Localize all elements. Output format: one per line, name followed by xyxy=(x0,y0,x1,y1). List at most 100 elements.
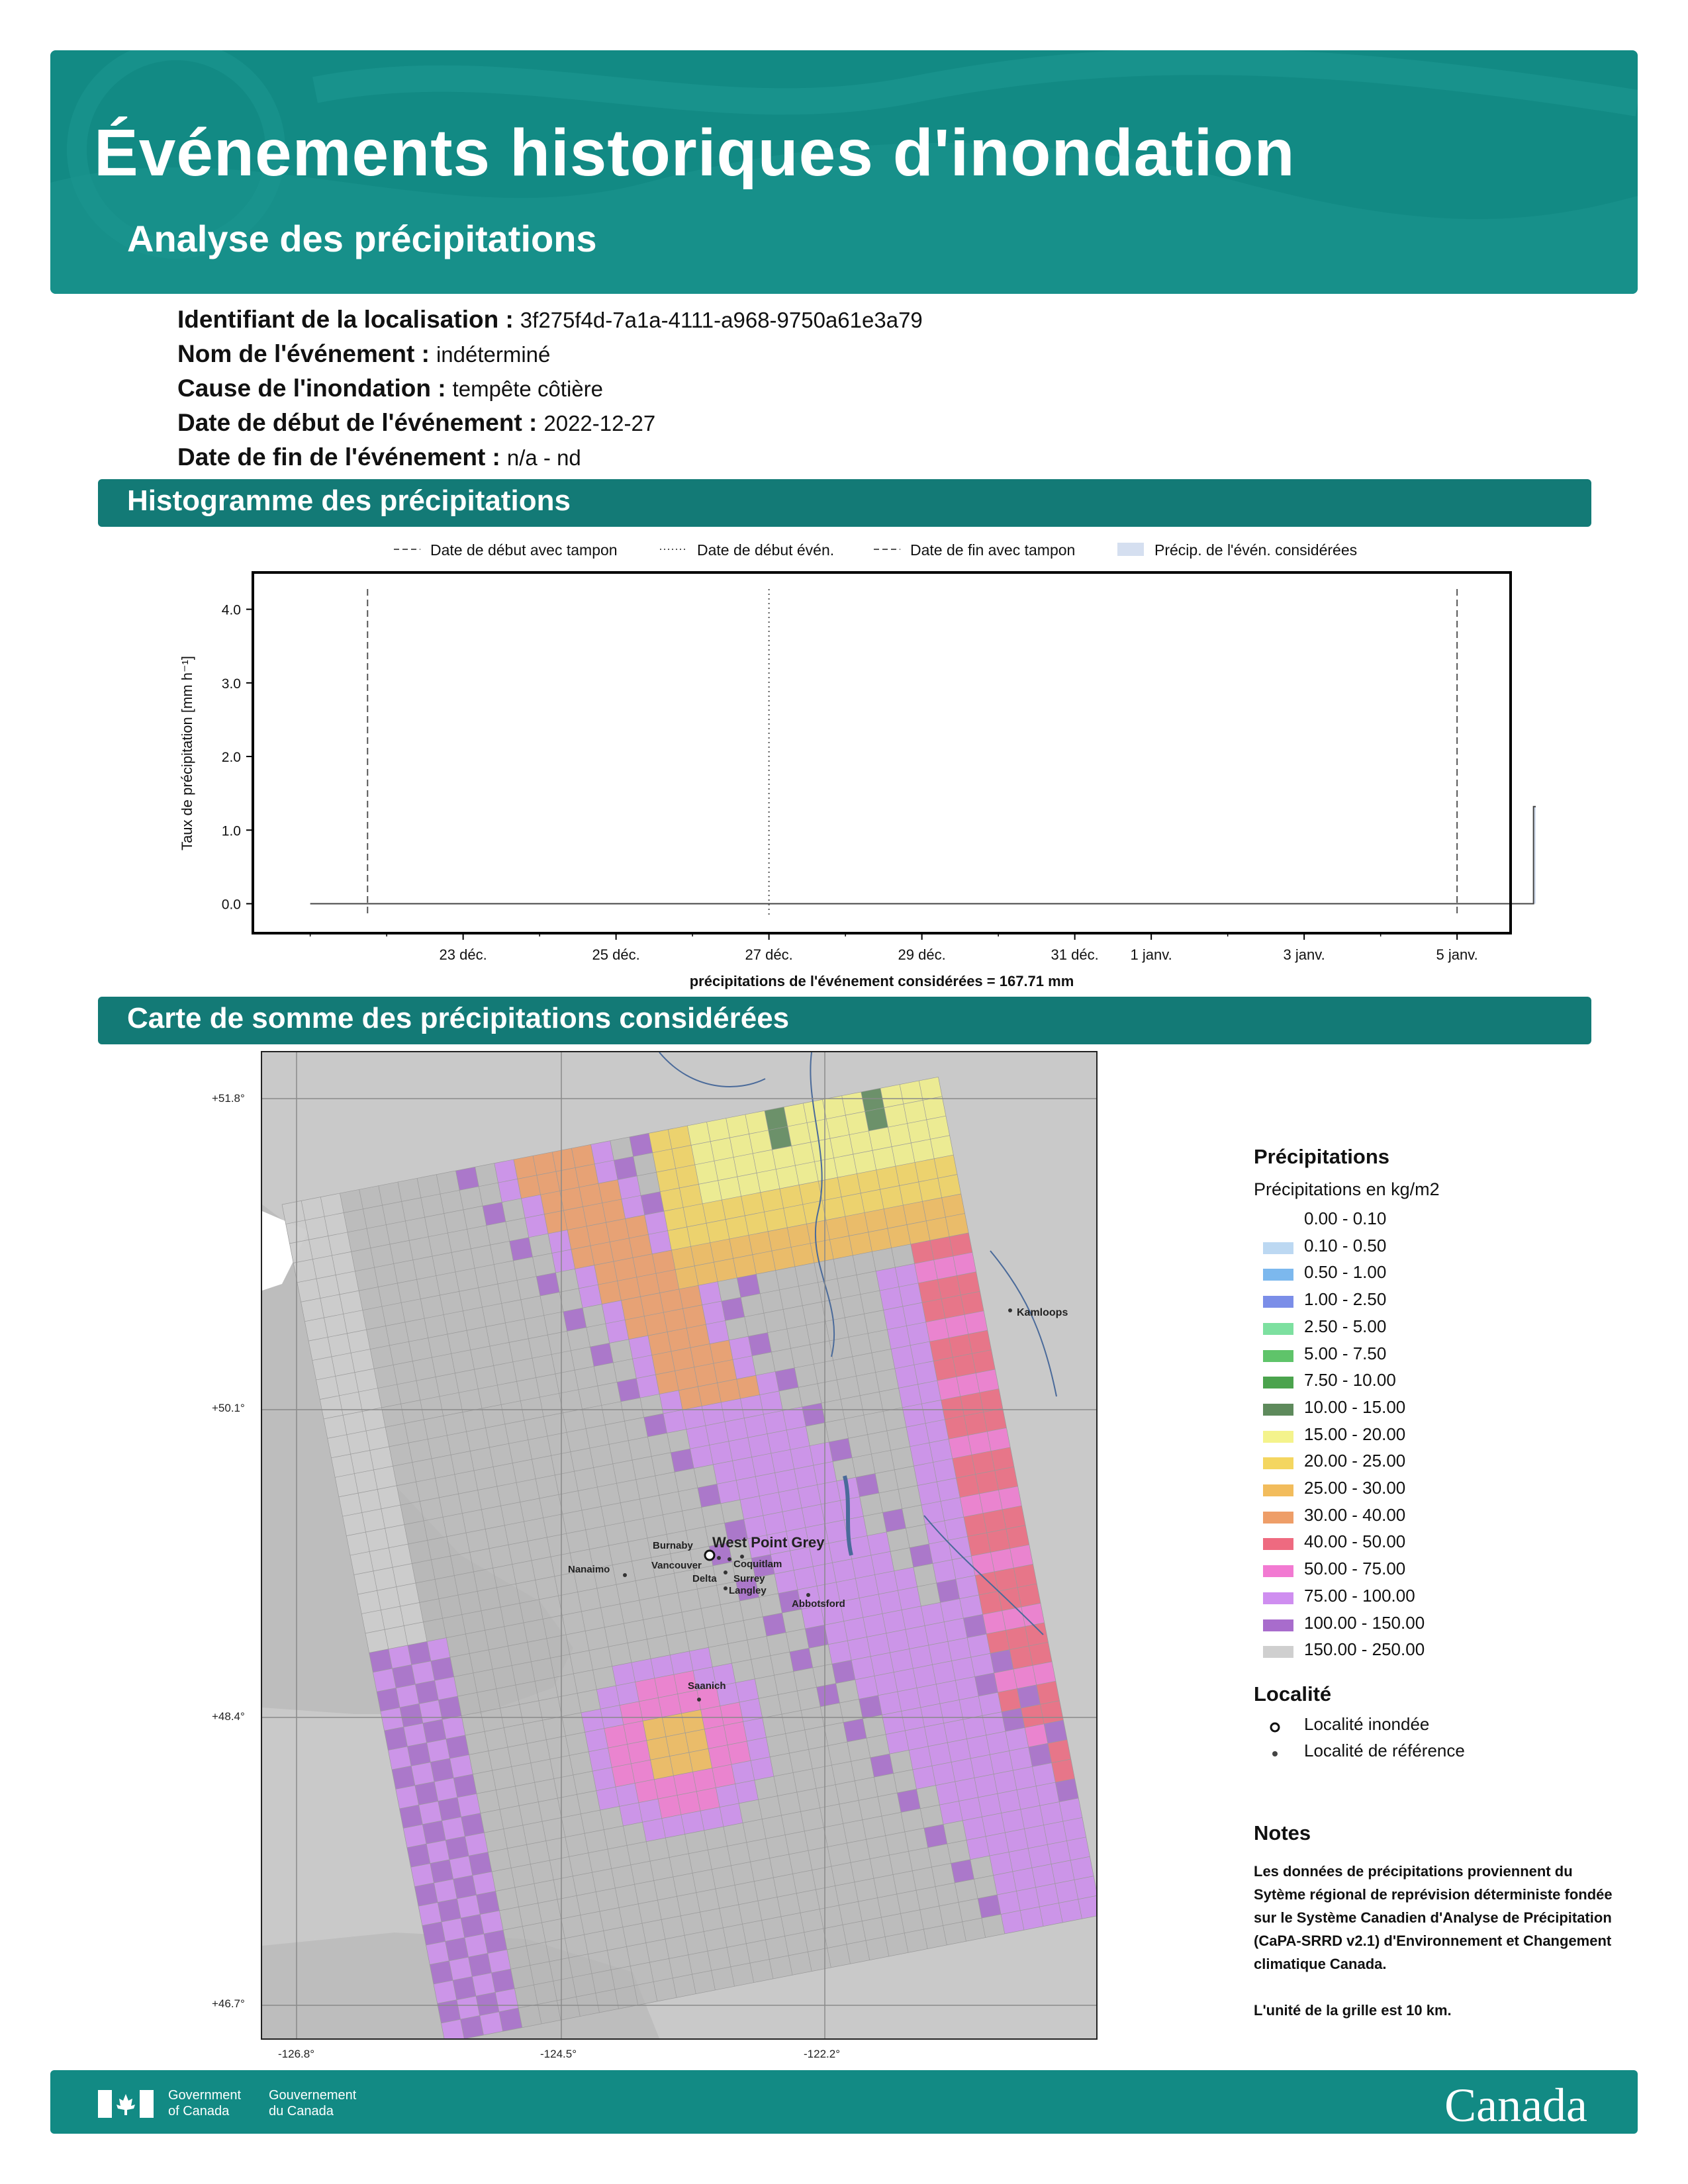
grid-cell xyxy=(975,1571,998,1595)
grid-cell xyxy=(590,1343,614,1367)
page-footer: Government of Canada Gouvernement du Can… xyxy=(50,2070,1638,2134)
grid-cell xyxy=(759,1390,783,1415)
grid-cell xyxy=(623,1721,647,1745)
grid-cell xyxy=(389,1544,412,1568)
legend-label: 2.50 - 5.00 xyxy=(1304,1316,1387,1336)
grid-cell xyxy=(874,1570,898,1594)
grid-cell xyxy=(934,1155,958,1179)
grid-cell xyxy=(790,1547,814,1570)
grid-cell xyxy=(763,1512,786,1535)
grid-cell xyxy=(986,1529,1010,1553)
grid-cell xyxy=(610,1238,633,1262)
grid-cell xyxy=(772,1146,796,1169)
grid-cell xyxy=(797,1586,821,1610)
grid-cell xyxy=(810,1441,833,1466)
page-header: Événements historiques d'inondation Anal… xyxy=(50,50,1638,294)
grid-cell xyxy=(941,1396,964,1420)
grid-cell xyxy=(665,1733,689,1756)
grid-cell xyxy=(1024,1825,1048,1848)
river xyxy=(990,1250,1057,1397)
grid-cell xyxy=(649,1129,672,1153)
grid-cell xyxy=(575,1163,599,1187)
grid-cell xyxy=(663,1308,687,1332)
grid-cell xyxy=(480,1910,504,1934)
grid-cell xyxy=(994,1669,1017,1693)
grid-cell xyxy=(959,1797,982,1821)
grid-cell xyxy=(1040,1700,1064,1724)
flooded-locality-icon xyxy=(1270,1722,1280,1733)
grid-cell xyxy=(697,1484,721,1508)
grid-cell xyxy=(720,1803,743,1827)
grid-cell xyxy=(926,1217,950,1241)
grid-cell xyxy=(663,1410,686,1433)
grid-cell xyxy=(910,1543,933,1568)
grid-cell xyxy=(643,1413,667,1437)
grid-cell xyxy=(419,1700,443,1723)
y-tick-label: 1.0 xyxy=(222,823,241,839)
place-delta: Delta xyxy=(692,1573,717,1584)
grid-cell xyxy=(392,1766,415,1790)
grid-cell xyxy=(925,1318,949,1342)
grid-cell xyxy=(426,1739,450,1762)
grid-cell xyxy=(783,1204,807,1228)
grid-cell xyxy=(361,1610,385,1633)
grid-cell xyxy=(677,1791,701,1815)
legend-label: 25.00 - 30.00 xyxy=(1304,1478,1406,1498)
legend-label: Précip. de l'évén. considérées xyxy=(1154,541,1357,559)
legend-swatch xyxy=(1263,1269,1293,1281)
grid-line xyxy=(312,1232,969,1361)
notes-grid-unit: L'unité de la grille est 10 km. xyxy=(1254,2002,1452,2019)
grid-cell xyxy=(728,1437,752,1461)
grid-cell xyxy=(960,1494,984,1518)
grid-cell xyxy=(1055,1880,1078,1903)
grid-cell xyxy=(659,1289,683,1313)
grid-cell xyxy=(905,1727,929,1751)
legend-label: 10.00 - 15.00 xyxy=(1304,1396,1406,1417)
grid-cell xyxy=(953,1252,976,1276)
grid-cell xyxy=(736,1375,760,1399)
grid-cell xyxy=(810,1240,834,1263)
grid-cell xyxy=(990,1548,1014,1572)
grid-cell xyxy=(870,1653,894,1676)
grid-cell xyxy=(740,1394,764,1418)
grid-cell xyxy=(410,1863,434,1887)
info-value: 3f275f4d-7a1a-4111-a968-9750a61e3a79 xyxy=(520,308,923,332)
grid-cell xyxy=(767,1531,790,1555)
grid-cell xyxy=(928,1743,952,1766)
grid-cell xyxy=(456,1996,480,2020)
grid-line xyxy=(378,1185,542,2025)
grid-cell xyxy=(747,1535,771,1559)
grid-cell xyxy=(952,1556,976,1580)
grid-line xyxy=(571,1148,735,1987)
grid-cell xyxy=(895,1263,919,1287)
grid-cell xyxy=(343,1310,367,1334)
grid-cell xyxy=(905,1625,929,1649)
grid-cell xyxy=(902,1404,926,1428)
grid-cell xyxy=(887,1224,911,1248)
grid-cell xyxy=(789,1648,813,1672)
grid-cell xyxy=(972,1349,996,1373)
grid-line xyxy=(293,1135,950,1263)
grid-cell xyxy=(859,1594,882,1617)
legend-swatch xyxy=(1263,1538,1293,1551)
grid-cell xyxy=(636,1273,660,1297)
grid-line xyxy=(391,1641,1049,1770)
grid-cell xyxy=(994,1467,1018,1490)
grid-cell xyxy=(641,1191,664,1215)
grid-cell xyxy=(962,1817,986,1841)
grid-cell xyxy=(498,2008,522,2032)
legend-label: 0.10 - 0.50 xyxy=(1304,1235,1387,1255)
info-location-id: Identifiant de la localisation :3f275f4d… xyxy=(177,306,923,334)
info-value: 2022-12-27 xyxy=(543,411,656,435)
grid-cell xyxy=(843,1617,867,1641)
grid-cell xyxy=(682,1304,706,1328)
grid-cell xyxy=(726,1215,749,1239)
grid-cell xyxy=(358,1489,381,1513)
grid-cell xyxy=(1021,1704,1045,1728)
grid-cell xyxy=(755,1371,779,1395)
grid-cell xyxy=(898,1586,921,1610)
legend-label: 50.00 - 75.00 xyxy=(1304,1559,1406,1579)
grid-cell xyxy=(437,1999,461,2023)
grid-cell xyxy=(735,1577,759,1602)
grid-cell xyxy=(706,1118,730,1142)
